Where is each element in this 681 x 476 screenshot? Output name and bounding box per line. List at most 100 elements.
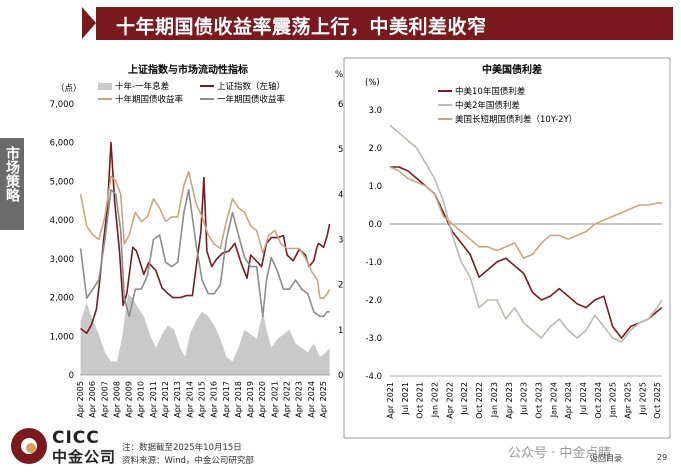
chart1-x-tick: Apr 2014: [185, 381, 194, 418]
chart2-x-tick: Apr 2022: [445, 382, 454, 419]
chart2-x-tick: Jan 2022: [431, 382, 440, 418]
chart2-x-tick: Oct 2024: [594, 382, 603, 419]
footer-source: 资料来源：Wind，中金公司研究部: [122, 456, 254, 466]
chart2-x-tick: Apr 2021: [386, 382, 395, 419]
chart2-legend-label: 中美10年国债利差: [455, 86, 525, 97]
chart2-y-tick: 2.0: [368, 144, 382, 154]
chart2-x-tick: Jan 2023: [490, 382, 499, 418]
chart1-x-tick: Apr 2009: [125, 381, 134, 418]
chart2-y-tick: -3.0: [365, 334, 382, 344]
title-bar: 十年期国债收益率震荡上行，中美利差收窄: [0, 0, 681, 46]
chart1-x-tick: Apr 2011: [149, 381, 158, 418]
chart1-left-tick: 2,000: [50, 294, 74, 304]
chart1-right-tick: 4: [338, 190, 343, 200]
chart1-x-tick: Apr 2005: [76, 381, 85, 418]
watermark: 公众号 · 中金点睛: [508, 446, 612, 461]
chart1-left-tick: 7,000: [50, 100, 74, 110]
chart1-x-tick: Apr 2006: [88, 381, 97, 418]
chart2-legend-label: 中美2年国债利差: [455, 100, 520, 111]
chart2-y-tick: -4.0: [365, 372, 382, 382]
chart2-x-tick: Jul 2022: [460, 382, 469, 416]
chart2-legend-label: 美国长短期国债利差（10Y-2Y）: [455, 114, 577, 125]
chart1-left-unit: （点）: [56, 83, 82, 94]
chart1-right-unit: %: [335, 70, 343, 80]
chart2-y-tick: 3.0: [368, 106, 382, 116]
chart1-x-tick: Apr 2016: [210, 381, 219, 418]
chart1-right-tick: 6: [338, 100, 343, 110]
chart1-right-tick: 3: [338, 236, 343, 246]
page-title: 十年期国债收益率震荡上行，中美利差收窄: [116, 16, 487, 38]
chart1-x-tick: Apr 2019: [246, 381, 255, 418]
chart1-left-tick: 0: [69, 371, 74, 381]
chart1-series-line-3: [79, 189, 330, 318]
chart1-x-tick: Apr 2018: [234, 381, 243, 418]
chart1-right-tick: 2: [338, 281, 343, 291]
page-number: 29: [657, 453, 668, 462]
chart2-x-tick: Oct 2022: [475, 382, 484, 419]
chart2-x-tick: Apr 2024: [564, 382, 573, 419]
chart1-x-tick: Apr 2008: [112, 381, 121, 418]
back-to-toc-link[interactable]: 返回目录: [590, 454, 622, 463]
chart1-x-tick: Apr 2020: [258, 381, 267, 418]
chart2-x-tick: Jan 2024: [549, 382, 558, 418]
side-tab[interactable]: [0, 138, 24, 230]
logo-mark-dot-icon: [26, 443, 36, 453]
chart2-y-tick: 0.0: [368, 220, 382, 230]
side-tab-label: 市场策略: [4, 146, 20, 202]
chart2-x-tick: Jul 2021: [401, 382, 410, 416]
chart1-x-tick: Apr 2007: [100, 381, 109, 418]
chart2-title: 中美国债利差: [482, 63, 542, 76]
chart2-x-tick: Apr 2025: [624, 382, 633, 419]
chart1-legend-label: 十年期国债收益率: [115, 94, 184, 105]
chart1-x-tick: Apr 2013: [173, 381, 182, 418]
chart2-x-tick: Oct 2023: [534, 382, 543, 419]
logo-cicc-cn: 中金公司: [52, 448, 117, 466]
chart1-left-tick: 5,000: [50, 177, 74, 187]
chart1-x-tick: Apr 2024: [307, 381, 316, 418]
chart1-series-line-2: [79, 171, 331, 299]
chart2-x-tick: Jul 2023: [520, 382, 529, 416]
chart2-y-tick: 1.0: [368, 182, 382, 192]
chart2-x-tick: Apr 2023: [505, 382, 514, 419]
chart1-x-tick: Apr 2021: [270, 381, 279, 418]
chart1-legend-label: 十年-一年息差: [115, 81, 169, 92]
chart1-right-tick: 0: [338, 371, 343, 381]
chart2-y-unit: (%): [365, 78, 380, 88]
chart2-y-tick: -2.0: [365, 296, 382, 306]
chart1-x-tick: Apr 2023: [295, 381, 304, 418]
chart2-series-line-1: [389, 124, 663, 343]
chart2-x-tick: Oct 2025: [653, 382, 662, 419]
chart1-left-tick: 1,000: [50, 332, 74, 342]
chart2-y-tick: -1.0: [365, 258, 382, 268]
chart1-x-tick: Apr 2010: [137, 381, 146, 418]
title-chevron-icon: [82, 7, 96, 39]
chart1-left-tick: 3,000: [50, 255, 74, 265]
logo-cicc: CICC: [52, 428, 100, 448]
chart1-series-spread-area: [80, 293, 330, 375]
chart2-frame: [343, 57, 671, 439]
chart2-x-tick: Jan 2025: [609, 382, 618, 418]
footer-note: 注：数据截至2025年10月15日: [122, 443, 242, 453]
chart1-series-line-1: [80, 141, 331, 334]
chart1-x-tick: Apr 2022: [283, 381, 292, 418]
chart2-x-tick: Jul 2024: [579, 382, 588, 416]
title-background: [96, 7, 673, 40]
chart1-x-tick: Apr 2025: [319, 381, 328, 418]
chart1-legend-label: 上证指数（左轴）: [217, 81, 285, 92]
chart1-x-tick: Apr 2012: [161, 381, 170, 418]
chart1-title: 上证指数与市场流动性指标: [128, 63, 248, 76]
chart1-left-tick: 6,000: [50, 139, 74, 149]
chart2-x-tick: Oct 2021: [416, 382, 425, 419]
chart2-x-tick: Jul 2025: [638, 382, 647, 416]
chart1-left-tick: 4,000: [50, 216, 74, 226]
chart1-legend-label: 一年期国债收益率: [217, 94, 286, 105]
chart1-legend-swatch: [98, 83, 112, 90]
chart1-right-tick: 1: [338, 326, 343, 336]
chart2-series-line-0: [390, 166, 663, 339]
chart1-x-tick: Apr 2015: [197, 381, 206, 418]
chart2-series-line-2: [389, 166, 662, 259]
chart1-x-tick: Apr 2017: [222, 381, 231, 418]
chart1-right-tick: 5: [338, 145, 343, 155]
